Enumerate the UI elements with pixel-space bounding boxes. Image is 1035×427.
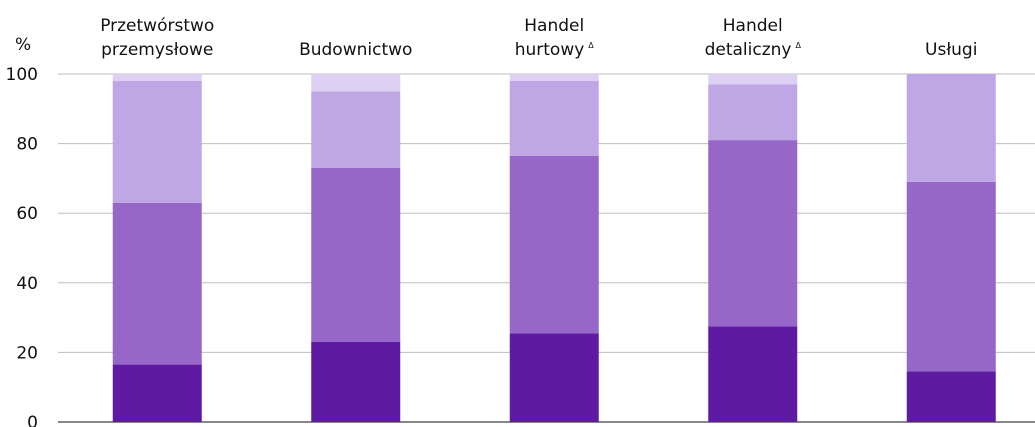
bar-segment: [112, 364, 202, 422]
category-label-text: Handel: [723, 16, 783, 36]
category-label-text: Przetwórstwo: [100, 16, 214, 36]
bar-segment: [509, 155, 599, 334]
category-label: hurtowy Δ: [515, 40, 595, 60]
y-tick-label: 60: [16, 204, 38, 224]
y-axis: % 0 20 40 60 80 100: [6, 35, 38, 427]
bar-segment: [112, 80, 202, 203]
bars: [112, 74, 996, 422]
bar-segment: [311, 74, 401, 92]
category-label: detaliczny Δ: [705, 40, 802, 60]
footnote-delta-mark: Δ: [795, 41, 801, 50]
bar-segment: [708, 84, 798, 141]
bar-segment: [906, 371, 996, 422]
footnote-delta-mark: Δ: [588, 41, 594, 50]
category-label: przemysłowe: [101, 40, 213, 60]
y-tick-label: 100: [6, 65, 38, 85]
bar-segment: [708, 326, 798, 422]
bar-segment: [112, 202, 202, 365]
y-tick-label: 20: [16, 343, 38, 363]
bar-segment: [906, 181, 996, 372]
bar-segment: [311, 167, 401, 342]
category-label-text: przemysłowe: [101, 40, 213, 60]
bar-segment: [509, 333, 599, 422]
bar-segment: [311, 341, 401, 422]
category-label: Handel: [723, 16, 783, 36]
category-label-text: detaliczny: [705, 40, 792, 60]
bar-segment: [708, 140, 798, 327]
category-label: Usługi: [925, 40, 977, 60]
category-label-text: hurtowy: [515, 40, 585, 60]
y-axis-unit-label: %: [15, 35, 31, 55]
y-tick-label: 80: [16, 135, 38, 155]
bar-segment: [509, 80, 599, 156]
bar-segment: [112, 74, 202, 81]
category-label: Handel: [524, 16, 584, 36]
bar-segment: [906, 74, 996, 182]
category-label-text: Budownictwo: [299, 40, 412, 60]
bar-segment: [708, 74, 798, 85]
category-label: Przetwórstwo: [100, 16, 214, 36]
bar-segment: [509, 74, 599, 81]
category-labels: Przetwórstwo przemysłowe Budownictwo Handel…: [100, 16, 977, 60]
category-label-text: Handel: [524, 16, 584, 36]
category-label: Budownictwo: [299, 40, 412, 60]
y-tick-label: 40: [16, 274, 38, 294]
y-tick-label: 0: [27, 413, 38, 427]
bar-segment: [311, 91, 401, 168]
category-label-text: Usługi: [925, 40, 977, 60]
